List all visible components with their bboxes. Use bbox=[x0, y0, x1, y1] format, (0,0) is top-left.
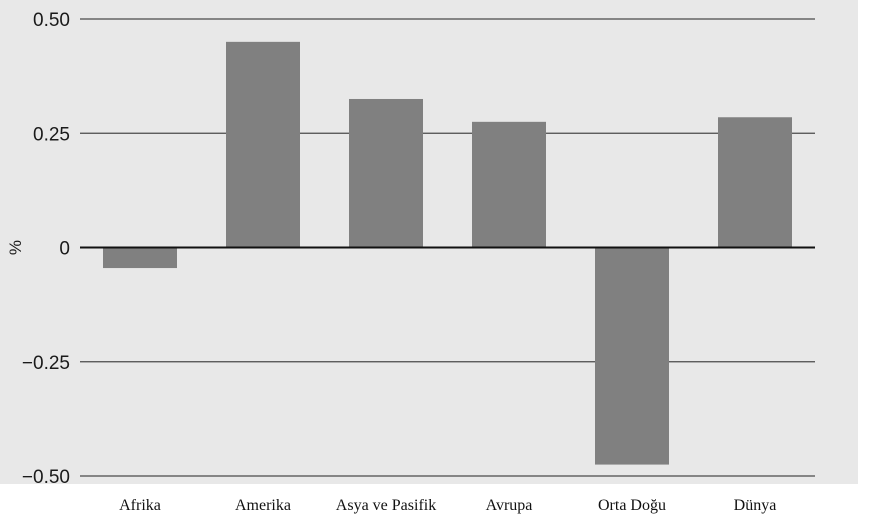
bar bbox=[595, 247, 669, 465]
bar bbox=[226, 41, 300, 248]
y-tick-labels: 0.50 0.25 0 −0.25 −0.50 bbox=[22, 10, 70, 488]
plot-background bbox=[0, 0, 858, 484]
y-tick-label: 0 bbox=[59, 239, 70, 260]
bar bbox=[718, 117, 792, 248]
bar bbox=[103, 247, 177, 269]
bar bbox=[349, 98, 423, 248]
x-tick-label: Afrika bbox=[119, 497, 161, 514]
y-tick-label: −0.25 bbox=[22, 353, 70, 374]
y-tick-label: 0.25 bbox=[33, 124, 70, 145]
y-axis-label: % bbox=[6, 240, 25, 255]
x-tick-labels: Afrika Amerika Asya ve Pasifik Avrupa Orta D… bbox=[119, 497, 776, 514]
y-tick-label: 0.50 bbox=[33, 10, 70, 31]
x-tick-label: Asya ve Pasifik bbox=[336, 497, 436, 514]
x-tick-label: Amerika bbox=[235, 497, 291, 514]
bars bbox=[103, 41, 792, 465]
y-tick-label: −0.50 bbox=[22, 467, 70, 488]
x-tick-label: Dünya bbox=[734, 497, 777, 514]
gridlines bbox=[80, 18, 815, 477]
x-tick-label: Orta Doğu bbox=[598, 497, 666, 514]
x-tick-label: Avrupa bbox=[486, 497, 533, 514]
bar bbox=[472, 121, 546, 248]
